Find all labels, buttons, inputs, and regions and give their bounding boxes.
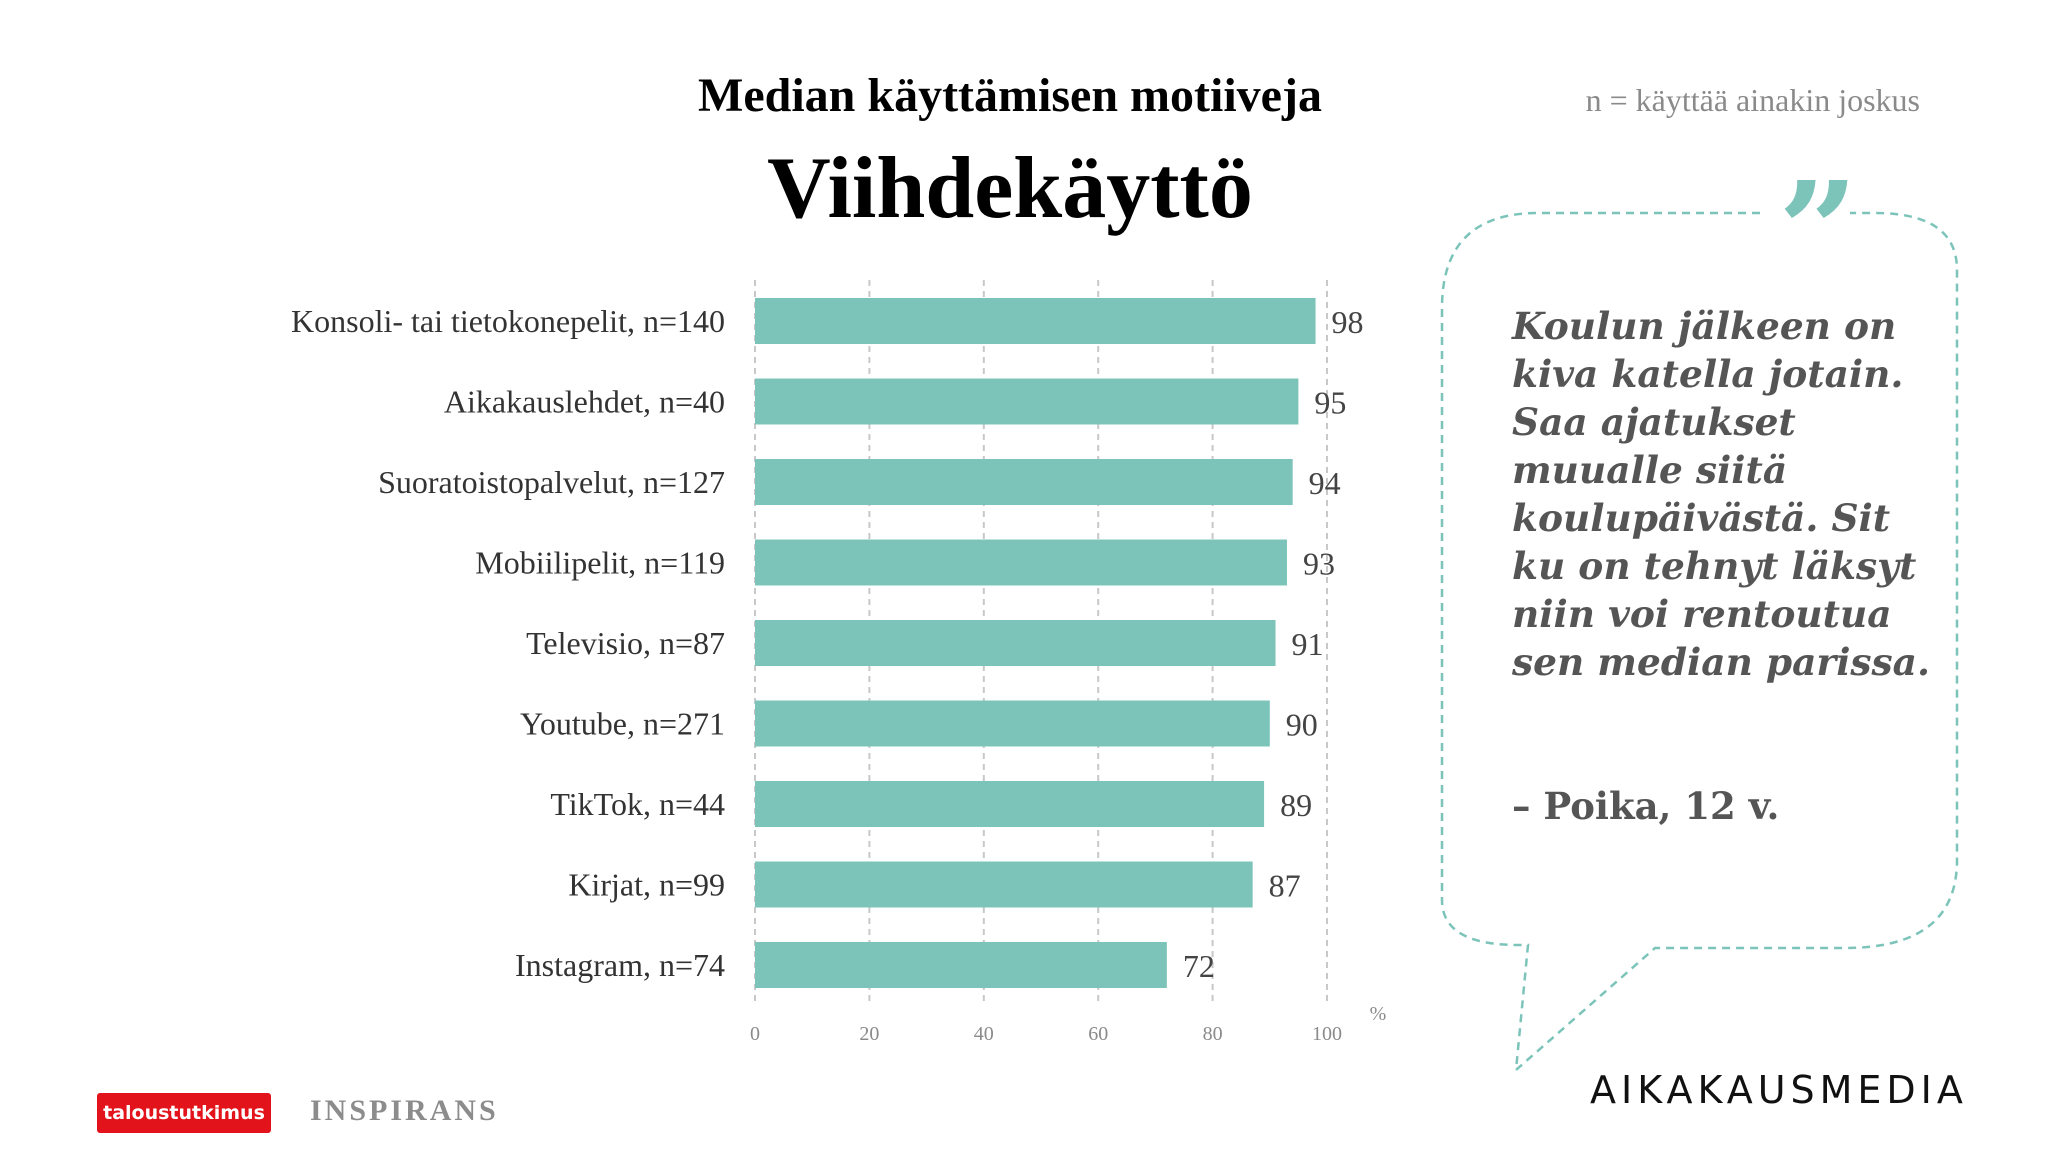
x-tick-label: 40 <box>974 1023 994 1045</box>
value-label: 91 <box>1292 626 1324 662</box>
value-label: 72 <box>1183 948 1215 984</box>
chart-subtitle: Viihdekäyttö <box>767 140 1253 237</box>
bar <box>755 781 1265 827</box>
category-label: Instagram, n=74 <box>515 947 725 983</box>
bar <box>755 459 1293 505</box>
category-label: Suoratoistopalvelut, n=127 <box>378 464 725 500</box>
value-label: 94 <box>1309 465 1341 501</box>
category-label: TikTok, n=44 <box>550 786 725 822</box>
value-label: 87 <box>1269 868 1301 904</box>
x-tick-label: 100 <box>1312 1023 1342 1045</box>
quote-text: Koulun jälkeen on kiva katella jotain. S… <box>1512 304 1931 684</box>
value-label: 98 <box>1332 304 1364 340</box>
category-label: Kirjat, n=99 <box>568 867 725 903</box>
quote-author: – Poika, 12 v. <box>1512 784 1780 828</box>
x-tick-label: 60 <box>1088 1023 1108 1045</box>
category-label: Televisio, n=87 <box>526 625 725 661</box>
value-label: 95 <box>1314 385 1346 421</box>
bar-chart: 0 20 40 60 80 100% Konsoli- tai tietokonepelit… <box>291 280 1387 1045</box>
bar <box>755 378 1299 425</box>
bar <box>755 700 1270 747</box>
bar <box>755 298 1316 344</box>
x-tick-label: 20 <box>859 1023 879 1045</box>
category-label: Aikakauslehdet, n=40 <box>444 384 725 420</box>
x-tick-label: 0 <box>750 1023 760 1045</box>
value-label: 90 <box>1286 707 1318 743</box>
x-unit-label: % <box>1370 1003 1387 1025</box>
aikakausmedia-logo: AIKAKAUSMEDIA <box>1590 1068 1968 1112</box>
category-label: Mobiilipelit, n=119 <box>475 545 725 581</box>
bar <box>755 620 1276 666</box>
category-label: Konsoli- tai tietokonepelit, n=140 <box>291 303 725 339</box>
value-label: 93 <box>1303 546 1335 582</box>
x-tick-label: 80 <box>1203 1023 1223 1045</box>
category-label: Youtube, n=271 <box>520 706 725 742</box>
bar <box>755 861 1253 908</box>
bar <box>755 539 1287 586</box>
bar <box>755 942 1167 988</box>
quote-mark-icon: ” <box>1778 180 1859 314</box>
chart-title: Median käyttämisen motiiveja <box>698 69 1322 122</box>
taloustutkimus-logo: taloustutkimus <box>97 1093 271 1133</box>
inspirans-logo: INSPIRANS <box>310 1094 499 1127</box>
speech-bubble: ” <box>1440 180 1959 1074</box>
sample-note: n = käyttää ainakin joskus <box>1585 82 1920 118</box>
speech-bubble-outline <box>1440 211 1959 1074</box>
value-label: 89 <box>1280 787 1312 823</box>
